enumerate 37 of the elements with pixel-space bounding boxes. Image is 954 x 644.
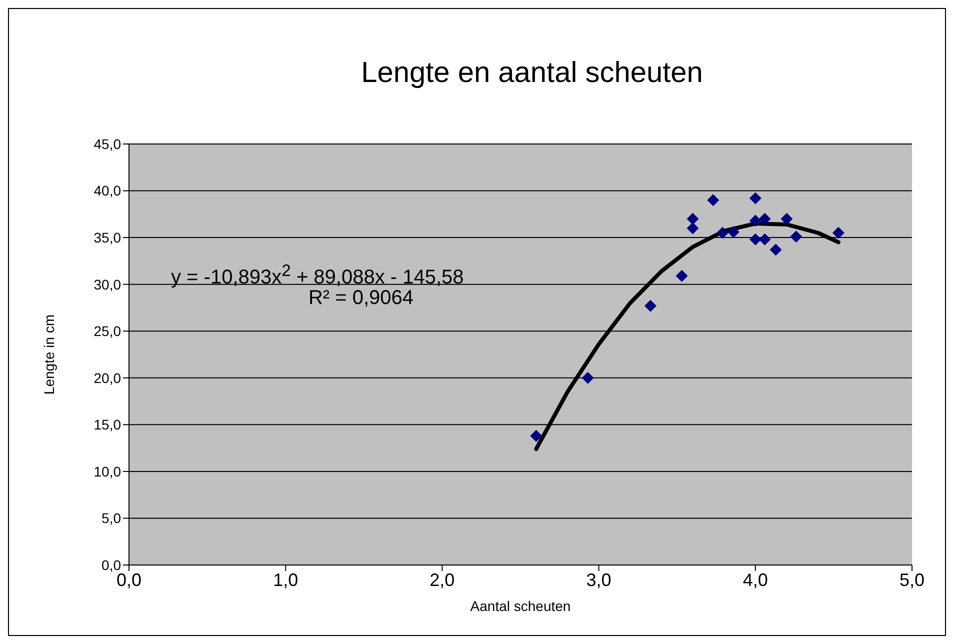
y-axis-title: Lengte in cm: [40, 314, 57, 395]
point: [676, 270, 688, 282]
point: [749, 233, 762, 246]
point: [749, 214, 762, 227]
y-tick-label: 40,0: [94, 182, 122, 199]
y-tick-label: 35,0: [94, 230, 122, 246]
point: [770, 244, 782, 256]
point: [832, 226, 844, 239]
point: [749, 192, 762, 204]
point: [530, 430, 542, 442]
annotation: R² = 0,9064: [307, 287, 415, 310]
y-tick-label: 10,0: [94, 463, 122, 480]
point: [727, 226, 740, 238]
y-tick-label: 30,0: [94, 276, 122, 292]
point: [716, 226, 729, 239]
x-tick-label: 3,0: [586, 570, 612, 590]
point: [644, 300, 656, 312]
y-tick-label: 5,0: [102, 510, 122, 526]
point: [758, 233, 771, 246]
point: [686, 212, 699, 225]
x-tick-label: 2,0: [430, 570, 455, 590]
y-tick-label: 20,0: [94, 370, 122, 386]
point: [758, 212, 771, 225]
annotation: y = -10,893x$^{2}$ + 89,088x - 145,58: [171, 261, 465, 290]
chart-title: Lengte en aantal scheuten: [360, 57, 704, 90]
y-tick-label: 45,0: [94, 136, 122, 152]
x-tick-label: 1,0: [273, 570, 298, 590]
y-tick-label: 25,0: [94, 323, 122, 340]
y-tick-label: 15,0: [94, 416, 122, 433]
x-axis-title: Aantal scheuten: [470, 598, 571, 614]
point: [790, 230, 802, 243]
x-tick-label: 4,0: [742, 570, 768, 590]
point: [780, 212, 793, 225]
point: [707, 194, 720, 206]
x-tick-label: 5,0: [899, 570, 925, 590]
point: [686, 222, 699, 234]
point: [582, 372, 594, 384]
